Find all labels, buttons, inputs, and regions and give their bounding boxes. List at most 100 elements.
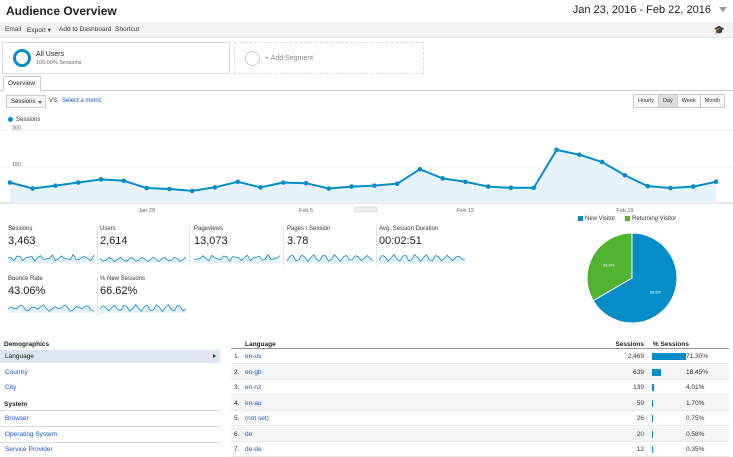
date-range-picker[interactable]: Jan 23, 2016 - Feb 22, 2016 bbox=[572, 4, 711, 16]
sessions-value: 59 bbox=[636, 399, 644, 407]
dim-item-operating-system[interactable]: Operating System bbox=[5, 431, 58, 438]
shortcut-button[interactable]: Shortcut bbox=[115, 26, 140, 33]
metric-select[interactable]: Sessions bbox=[6, 95, 46, 108]
granularity-month-button[interactable]: Month bbox=[699, 95, 724, 107]
select-metric-link[interactable]: Select a metric bbox=[62, 98, 102, 104]
dim-item-city[interactable]: City bbox=[5, 384, 17, 391]
pie-slice-new-visitor[interactable] bbox=[592, 232, 678, 324]
tab-overview[interactable]: Overview bbox=[3, 76, 41, 91]
sessions-line-chart[interactable]: 300 150 Jan 29 Feb 5 Feb 12 Feb 19 bbox=[0, 125, 733, 215]
sparkline-fill bbox=[8, 305, 94, 313]
data-point bbox=[713, 179, 719, 185]
sparkline-fill bbox=[379, 254, 465, 263]
column-header-language: Language bbox=[245, 341, 276, 348]
sessions-value: 12 bbox=[636, 446, 644, 453]
pct-sessions-bar bbox=[652, 415, 653, 422]
scorecard[interactable]: Bounce Rate 43.06% bbox=[6, 276, 96, 320]
table-row[interactable]: 3. en-nz 139 4.01% bbox=[231, 380, 729, 395]
row-index: 2. bbox=[234, 368, 240, 376]
data-point bbox=[144, 185, 149, 191]
scorecard-sparkline bbox=[8, 304, 94, 313]
pct-sessions-bar bbox=[652, 384, 654, 391]
scorecard[interactable]: Pageviews 13,073 bbox=[192, 226, 282, 270]
data-point bbox=[690, 184, 696, 189]
sessions-area bbox=[10, 149, 716, 203]
pct-sessions-bar bbox=[652, 353, 686, 360]
add-to-dashboard-button[interactable]: Add to Dashboard bbox=[59, 26, 112, 33]
sparkline-line bbox=[194, 253, 280, 263]
sparkline-line bbox=[287, 253, 373, 263]
table-row[interactable]: 5. (not set) 26 0.75% bbox=[231, 411, 729, 426]
pie-legend-returning-label: Returning Visitor bbox=[632, 216, 677, 223]
data-point bbox=[280, 180, 286, 185]
scorecard[interactable]: Users 2,614 bbox=[98, 226, 188, 270]
dim-item-browser[interactable]: Browser bbox=[5, 415, 29, 422]
scorecard[interactable]: Avg. Session Duration 00:02:51 bbox=[377, 226, 467, 270]
language-link[interactable]: en-au bbox=[245, 399, 262, 407]
data-point bbox=[645, 183, 650, 189]
table-row[interactable]: 7. de-de 12 0.35% bbox=[231, 442, 729, 457]
scorecard-label: Pageviews bbox=[194, 226, 224, 232]
pie-label-returning-visitor: 33.4% bbox=[603, 263, 615, 268]
language-link[interactable]: en-gb bbox=[245, 368, 262, 376]
sessions-value: 139 bbox=[633, 384, 644, 391]
table-row[interactable]: 4. en-au 59 1.70% bbox=[231, 395, 729, 411]
chevron-down-icon[interactable] bbox=[719, 7, 727, 12]
language-link[interactable]: en-nz bbox=[245, 384, 262, 391]
language-link[interactable]: de-de bbox=[245, 446, 262, 453]
scorecard[interactable]: Pages / Session 3.78 bbox=[285, 226, 375, 270]
language-link[interactable]: de bbox=[245, 430, 253, 438]
pct-sessions-value: 71.30% bbox=[686, 353, 709, 360]
data-point bbox=[53, 183, 58, 188]
legend-swatch-icon bbox=[578, 216, 583, 221]
page-title: Audience Overview bbox=[6, 4, 117, 18]
scorecard-value: 13,073 bbox=[194, 235, 228, 247]
dim-item-language[interactable]: Language bbox=[0, 350, 220, 363]
granularity-week-button[interactable]: Week bbox=[676, 95, 700, 107]
column-header-pct-sessions[interactable]: % Sessions bbox=[652, 341, 689, 348]
export-label: Export bbox=[27, 27, 46, 34]
data-point bbox=[349, 184, 354, 189]
data-point bbox=[577, 152, 582, 158]
column-header-sessions[interactable]: Sessions bbox=[615, 341, 644, 348]
language-link[interactable]: (not set) bbox=[245, 415, 269, 422]
y-tick-label: 300 bbox=[12, 126, 21, 132]
visitor-type-pie-chart[interactable]: 66.6% 33.4% bbox=[586, 232, 678, 324]
pct-sessions-value: 4.01% bbox=[686, 384, 705, 391]
scorecard[interactable]: % New Sessions 66.62% bbox=[98, 276, 188, 320]
granularity-hourly-button[interactable]: Hourly bbox=[634, 95, 658, 107]
chart-scroll-handle bbox=[354, 206, 378, 213]
scorecard-value: 43.06% bbox=[8, 285, 46, 297]
pie-legend-new-label: New Visitor bbox=[585, 216, 616, 223]
dim-item-country[interactable]: Country bbox=[5, 369, 28, 376]
segment-all-users[interactable]: All Users 100.00% Sessions bbox=[2, 42, 230, 74]
email-button[interactable]: Email bbox=[5, 26, 22, 33]
data-point bbox=[668, 185, 673, 191]
data-point bbox=[303, 180, 309, 186]
row-index: 7. bbox=[234, 446, 240, 453]
pie-slice-returning-visitor[interactable] bbox=[586, 232, 633, 302]
data-point bbox=[189, 188, 195, 194]
sparkline-line bbox=[379, 253, 465, 263]
sessions-value: 639 bbox=[633, 368, 644, 376]
table-row[interactable]: 2. en-gb 639 18.45% bbox=[231, 364, 729, 380]
pct-sessions-value: 1.70% bbox=[686, 399, 705, 407]
language-link[interactable]: en-us bbox=[245, 353, 262, 360]
x-tick-label: Jan 29 bbox=[138, 208, 155, 214]
add-segment-card[interactable]: + Add Segment bbox=[234, 42, 424, 74]
table-row[interactable]: 6. de 20 0.58% bbox=[231, 426, 729, 442]
dim-item-service-provider[interactable]: Service Provider bbox=[5, 446, 53, 453]
row-index: 6. bbox=[234, 430, 240, 438]
graduation-cap-icon[interactable]: 🎓 bbox=[713, 25, 725, 35]
scorecard-value: 00:02:51 bbox=[379, 235, 422, 247]
legend-dot-icon bbox=[8, 117, 13, 122]
sessions-value: 26 bbox=[636, 415, 644, 422]
scorecard[interactable]: Sessions 3,463 bbox=[6, 226, 96, 270]
data-point bbox=[326, 186, 332, 191]
table-row[interactable]: 1. en-us 2,469 71.30% bbox=[231, 349, 729, 364]
scorecard-value: 3,463 bbox=[8, 235, 36, 247]
page-header: Audience Overview Jan 23, 2016 - Feb 22,… bbox=[0, 0, 733, 22]
chevron-down-icon bbox=[38, 101, 42, 104]
granularity-day-button[interactable]: Day bbox=[657, 95, 677, 107]
export-button[interactable]: Export ▾ bbox=[27, 26, 51, 34]
